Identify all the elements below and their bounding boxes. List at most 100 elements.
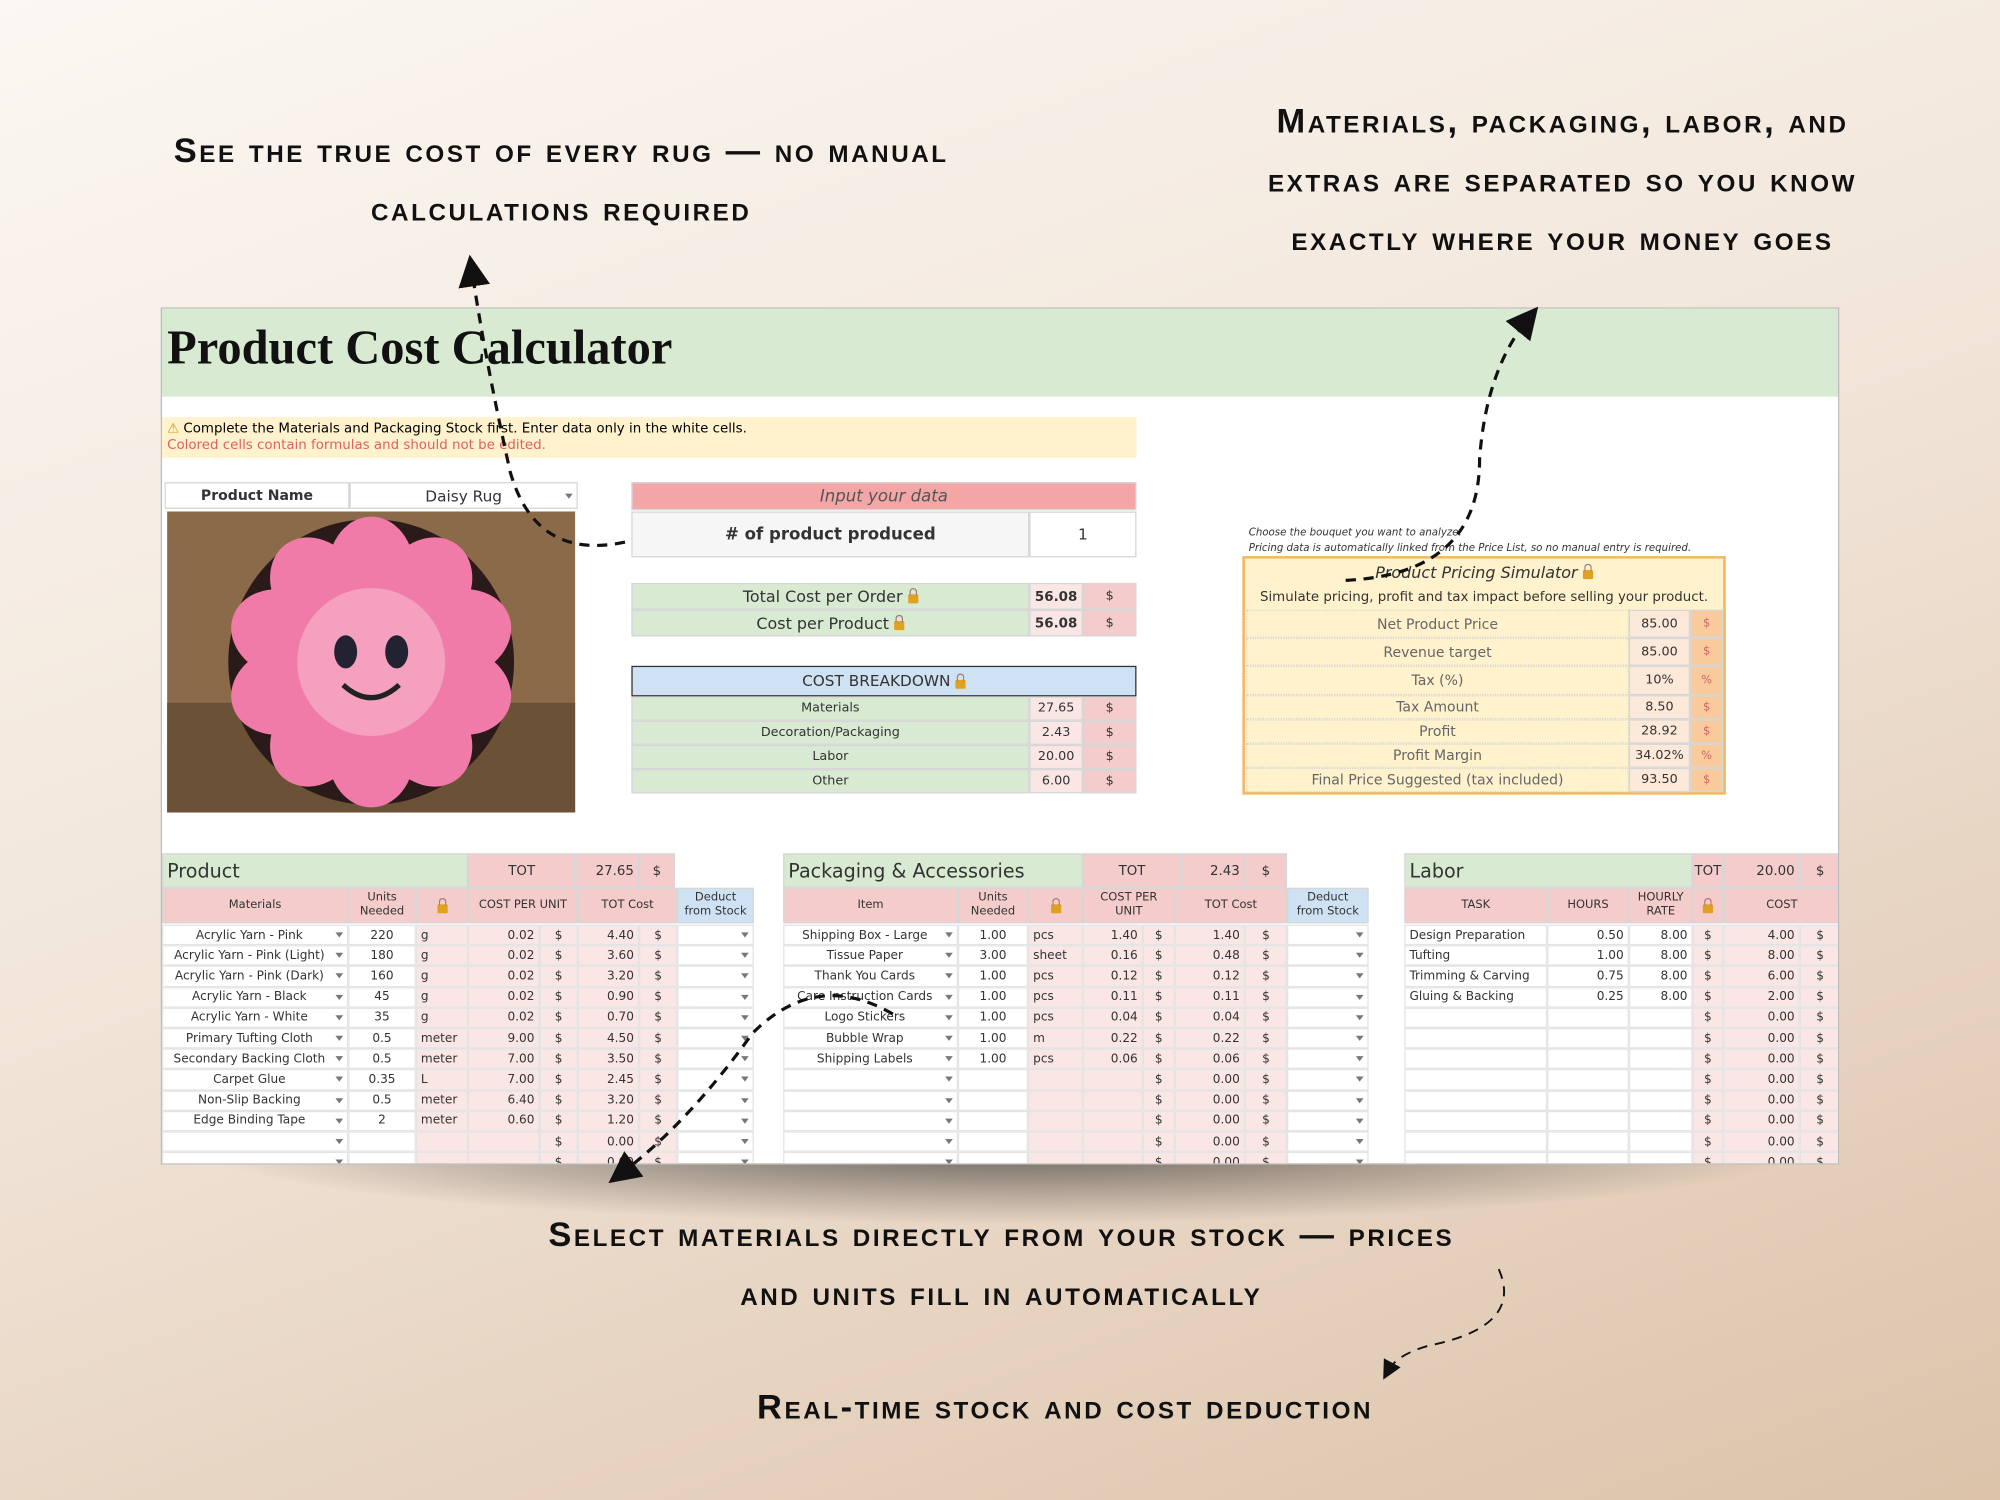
table-cell[interactable]: Tissue Paper xyxy=(783,945,958,967)
dropdown-arrow xyxy=(1355,1015,1364,1024)
table-cell[interactable] xyxy=(783,1069,958,1091)
table-cell: $ xyxy=(1244,966,1287,987)
dropdown-arrow xyxy=(741,1035,749,1045)
dropdown-arrow xyxy=(335,1077,344,1086)
table-cell: 0.02 xyxy=(468,966,540,987)
table-cell[interactable]: Edge Binding Tape xyxy=(161,1110,349,1132)
deduct-cell[interactable] xyxy=(1286,924,1369,946)
deduct-cell[interactable] xyxy=(1286,1110,1369,1132)
table-cell[interactable]: Care Instruction Cards xyxy=(783,986,958,1008)
notice-line: Complete the Materials and Packaging Sto… xyxy=(183,420,747,437)
table-cell xyxy=(1082,1152,1143,1164)
table-cell[interactable]: Acrylic Yarn - White xyxy=(161,1007,349,1029)
table-cell: meter xyxy=(415,1028,469,1049)
table-cell: 1.00 xyxy=(957,986,1029,1008)
deduct-cell[interactable] xyxy=(677,1069,754,1091)
table-cell[interactable]: Acrylic Yarn - Black xyxy=(161,986,349,1008)
breakdown-label: Decoration/Packaging xyxy=(631,720,1030,745)
table-cell: meter xyxy=(415,1090,469,1111)
label-cell: Product Name xyxy=(164,482,350,509)
table-cell[interactable] xyxy=(783,1110,958,1132)
deduct-cell[interactable] xyxy=(1286,1007,1369,1029)
table-cell[interactable]: Non-Slip Backing xyxy=(161,1090,349,1111)
sim-value: 93.50 xyxy=(1628,767,1691,793)
deduct-cell[interactable] xyxy=(677,924,754,946)
table-cell: 0.04 xyxy=(1082,1007,1143,1029)
table-cell: $ xyxy=(1799,1090,1839,1111)
deduct-cell[interactable] xyxy=(677,986,754,1008)
table-cell: $ xyxy=(1142,1110,1175,1132)
column-header: Units Needed xyxy=(957,887,1029,924)
table-cell: $ xyxy=(1244,1131,1287,1153)
table-cell xyxy=(1082,1069,1143,1091)
table-cell[interactable]: Thank You Cards xyxy=(783,966,958,987)
dropdown-arrow xyxy=(741,1139,749,1148)
table-cell: 3.60 xyxy=(577,945,640,967)
table-cell xyxy=(1404,1069,1548,1091)
deduct-cell[interactable] xyxy=(677,945,754,967)
input-value: 1 xyxy=(1029,511,1137,558)
breakdown-unit: $ xyxy=(1082,769,1137,794)
table-cell: $ xyxy=(1799,1152,1839,1164)
table-cell: $ xyxy=(1142,945,1175,967)
table-cell[interactable]: Secondary Backing Cloth xyxy=(161,1048,349,1070)
callout: Real-time stock and cost deduction xyxy=(757,1387,1374,1427)
table-cell xyxy=(1404,1152,1548,1164)
table-cell[interactable]: Acrylic Yarn - Pink (Light) xyxy=(161,945,349,967)
dropdown-arrow xyxy=(945,1035,953,1045)
deduct-cell[interactable] xyxy=(677,1007,754,1029)
table-cell[interactable]: Acrylic Yarn - Pink (Dark) xyxy=(161,966,349,987)
table-cell[interactable]: Primary Tufting Cloth xyxy=(161,1028,349,1049)
table-cell[interactable] xyxy=(161,1131,349,1153)
deduct-cell[interactable] xyxy=(1286,1090,1369,1111)
table-cell[interactable]: Shipping Labels xyxy=(783,1048,958,1070)
table-cell: 0.50 xyxy=(1547,924,1629,946)
dropdown-cell[interactable]: Daisy Rug xyxy=(349,482,578,509)
table-cell: $ xyxy=(1142,966,1175,987)
table-cell[interactable]: Acrylic Yarn - Pink xyxy=(161,924,349,946)
deduct-cell[interactable] xyxy=(1286,986,1369,1008)
table-cell[interactable] xyxy=(783,1090,958,1111)
table-cell: $ xyxy=(1244,1007,1287,1029)
deduct-cell[interactable] xyxy=(677,1131,754,1153)
table-cell[interactable] xyxy=(783,1131,958,1153)
rug-photo xyxy=(167,511,576,813)
table-cell: $ xyxy=(539,1048,578,1070)
table-cell: $ xyxy=(539,1069,578,1091)
deduct-cell[interactable] xyxy=(1286,945,1369,967)
sim-unit: $ xyxy=(1690,719,1724,744)
table-cell[interactable]: Carpet Glue xyxy=(161,1069,349,1091)
deduct-cell[interactable] xyxy=(1286,1069,1369,1091)
deduct-cell[interactable] xyxy=(1286,1048,1369,1070)
table-cell[interactable]: Bubble Wrap xyxy=(783,1028,958,1049)
table-cell: $ xyxy=(1692,1090,1724,1111)
sim-value: 10% xyxy=(1628,665,1691,696)
deduct-cell[interactable] xyxy=(677,966,754,987)
deduct-cell[interactable] xyxy=(1286,1131,1369,1153)
sim-note: Pricing data is automatically linked fro… xyxy=(1248,541,1692,553)
table-cell: 1.00 xyxy=(957,1007,1029,1029)
table-cell xyxy=(1628,1152,1693,1164)
deduct-cell[interactable] xyxy=(677,1048,754,1070)
table-cell xyxy=(1628,1007,1693,1029)
table-cell xyxy=(468,1152,540,1164)
deduct-cell[interactable] xyxy=(677,1028,754,1049)
table-cell xyxy=(1628,1048,1693,1070)
table-cell: Tufting xyxy=(1404,945,1548,967)
table-cell: $ xyxy=(639,1007,678,1029)
deduct-cell[interactable] xyxy=(677,1090,754,1111)
table-cell[interactable]: Shipping Box - Large xyxy=(783,924,958,946)
table-header: $ xyxy=(1799,853,1839,888)
table-cell[interactable]: Logo Stickers xyxy=(783,1007,958,1029)
table-cell: $ xyxy=(639,945,678,967)
table-cell: sheet xyxy=(1028,945,1083,967)
deduct-cell[interactable] xyxy=(1286,966,1369,987)
deduct-cell[interactable] xyxy=(1286,1028,1369,1049)
table-cell[interactable] xyxy=(161,1152,349,1164)
deduct-cell[interactable] xyxy=(1286,1152,1369,1164)
table-cell[interactable] xyxy=(783,1152,958,1164)
table-cell: 0.00 xyxy=(1723,1110,1800,1132)
table-cell: 0.75 xyxy=(1547,966,1629,987)
deduct-cell[interactable] xyxy=(677,1152,754,1164)
